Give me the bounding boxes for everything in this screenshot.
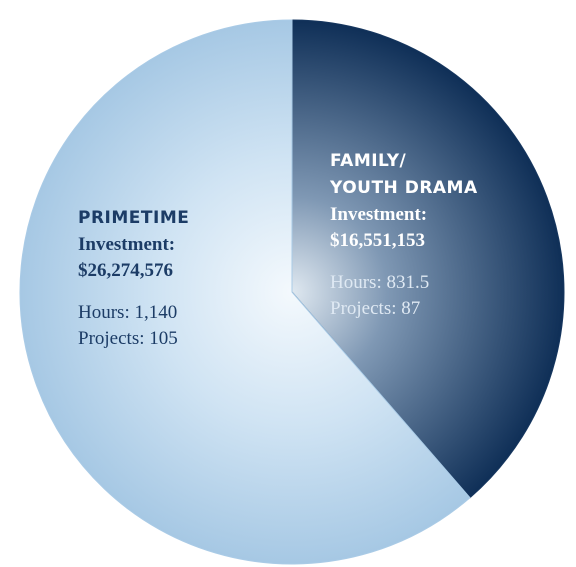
slice-label: FAMILY/ YOUTH DRAMA Investment: $16,551,15… — [330, 148, 478, 322]
value-caption: Investment: — [330, 204, 428, 225]
projects-label: Projects: 105 — [78, 328, 178, 349]
value-label: $26,274,576 — [78, 260, 173, 281]
hours-label: Hours: 831.5 — [330, 272, 430, 293]
category-label: PRIMETIME — [78, 208, 190, 228]
category-label: FAMILY/ YOUTH DRAMA — [330, 151, 478, 198]
value-label: $16,551,153 — [330, 230, 425, 251]
value-caption: Investment: — [78, 234, 176, 255]
pie-slice — [291, 19, 565, 499]
pie-slice — [19, 19, 471, 565]
projects-label: Projects: 87 — [330, 298, 421, 319]
hours-label: Hours: 1,140 — [78, 302, 178, 323]
slice-label: PRIMETIME Investment: $26,274,576 Hours: 1,… — [78, 205, 189, 352]
